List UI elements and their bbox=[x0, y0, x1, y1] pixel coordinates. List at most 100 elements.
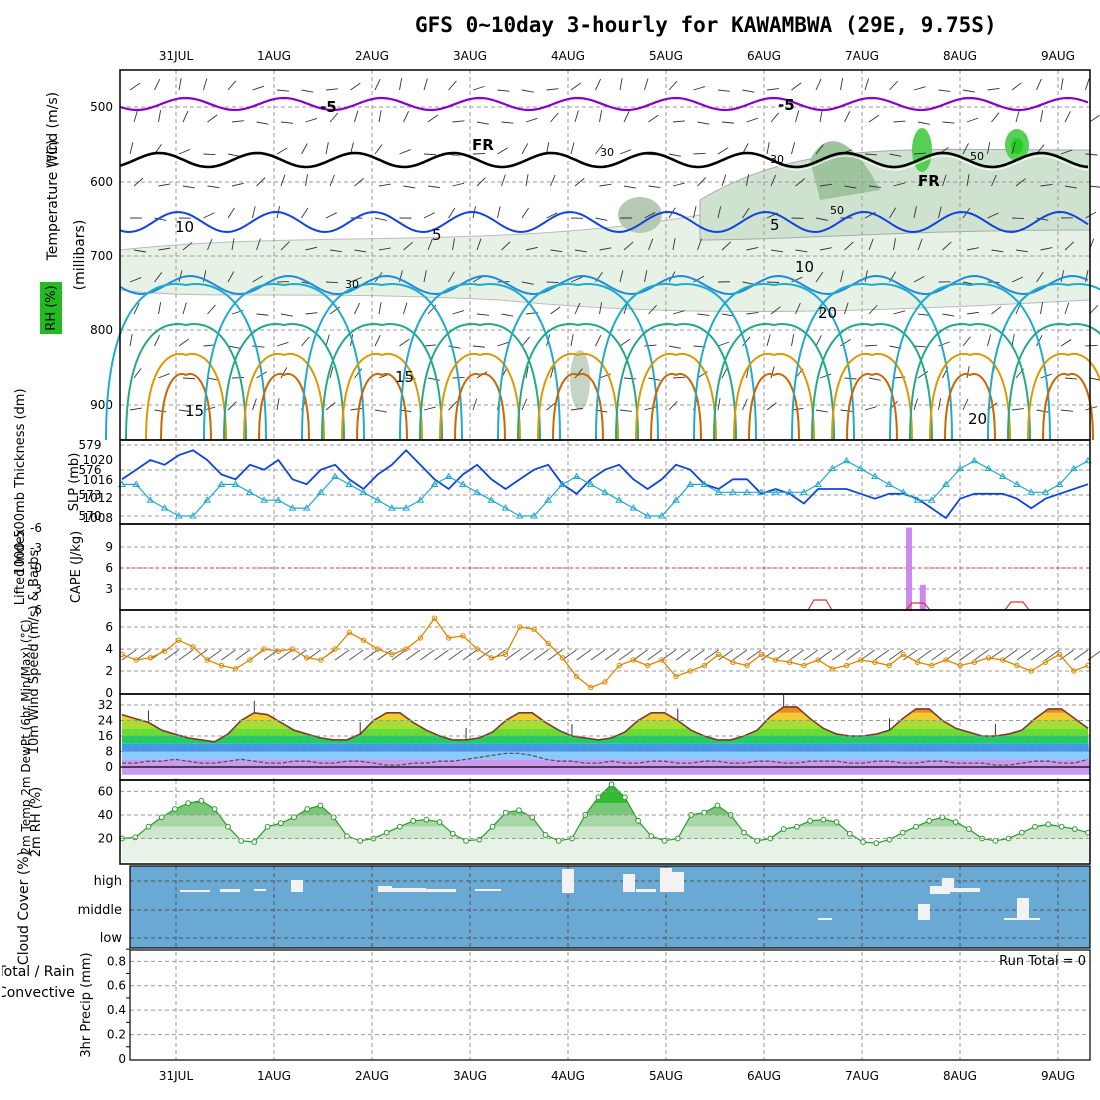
wind-barb-10m bbox=[235, 649, 250, 661]
wind-speed-point bbox=[446, 635, 452, 641]
thickness-point bbox=[913, 496, 922, 503]
thickness-point bbox=[132, 480, 141, 487]
rh-point bbox=[635, 817, 641, 824]
precip-conv-label: Convective bbox=[0, 985, 75, 1001]
wind-speed-point bbox=[1000, 657, 1006, 663]
temp-contour-warm bbox=[595, 283, 757, 441]
wind-barb bbox=[403, 241, 413, 251]
wind-barb bbox=[574, 110, 579, 123]
cloud-bar bbox=[818, 918, 832, 920]
thickness-point bbox=[871, 472, 879, 480]
temp-contour-warm bbox=[1042, 372, 1094, 441]
contour-label: 20 bbox=[818, 304, 837, 322]
wind-barb bbox=[329, 174, 335, 187]
wind-speed-point bbox=[730, 659, 736, 665]
cape-axis-label: CAPE (J/kg) bbox=[69, 531, 84, 603]
wind-barb bbox=[1036, 335, 1043, 347]
rh-point bbox=[820, 816, 827, 823]
wind-speed-point bbox=[488, 655, 495, 661]
wind-barb bbox=[942, 313, 955, 317]
rh-band bbox=[122, 814, 1090, 827]
wind-barb bbox=[595, 217, 608, 221]
contour-label: 30 bbox=[770, 153, 784, 166]
wind-barb bbox=[427, 185, 440, 189]
wind-barb bbox=[697, 238, 703, 251]
wind-barb bbox=[672, 182, 685, 187]
wind-barb bbox=[325, 402, 336, 411]
wind-barb bbox=[329, 306, 340, 315]
wind-barb bbox=[766, 88, 779, 91]
thickness-point bbox=[572, 472, 581, 480]
wind-barb-10m bbox=[462, 649, 478, 661]
date-label-top: 2AUG bbox=[355, 49, 389, 63]
wind-barb bbox=[864, 78, 869, 91]
wind-barb bbox=[962, 398, 969, 411]
wind-barb bbox=[668, 400, 678, 411]
wind-barb bbox=[497, 341, 510, 347]
wind-barb bbox=[1011, 142, 1016, 155]
wind-barb bbox=[742, 207, 750, 219]
rh-point bbox=[238, 837, 244, 844]
wind-speed-point bbox=[786, 659, 793, 665]
date-label-bottom: 3AUG bbox=[453, 1069, 487, 1083]
wind10m-axis-label: 10m Wind Speed (m/s) & Barbs bbox=[27, 549, 42, 754]
wind-speed-point bbox=[886, 662, 892, 669]
wind-barb-10m bbox=[718, 649, 733, 661]
rh-point bbox=[939, 814, 946, 821]
wind-barb bbox=[766, 281, 780, 283]
wind-barb-10m bbox=[164, 649, 179, 661]
rh-point bbox=[198, 797, 205, 804]
wind-barb-10m bbox=[604, 649, 620, 661]
wind-barb bbox=[668, 345, 681, 349]
wind-barb bbox=[1036, 78, 1042, 91]
rh-point bbox=[952, 819, 959, 825]
wind-barb bbox=[844, 185, 857, 189]
wind-barb bbox=[1064, 377, 1077, 380]
rh-point bbox=[317, 802, 324, 809]
wind-barb bbox=[913, 275, 925, 283]
temp-tick: 8 bbox=[105, 745, 113, 759]
thickness-point bbox=[629, 504, 638, 511]
wind-speed-point bbox=[588, 684, 594, 691]
wind-speed-point bbox=[929, 662, 935, 669]
wind-barb-10m bbox=[192, 649, 208, 661]
wind-barb bbox=[1060, 339, 1072, 347]
wind-speed-point bbox=[289, 646, 296, 652]
temp-contour-warm bbox=[105, 283, 267, 441]
rh-point bbox=[873, 840, 880, 847]
wind-speed-point bbox=[715, 651, 722, 658]
wind-barb-10m bbox=[135, 649, 151, 661]
wind-barb bbox=[1036, 409, 1049, 413]
wind-barb bbox=[595, 335, 602, 347]
rh-point bbox=[145, 823, 152, 830]
temp-contour-warm bbox=[1007, 323, 1100, 441]
wind-speed-point bbox=[318, 657, 324, 663]
date-label-top: 7AUG bbox=[845, 49, 879, 63]
wind-barb bbox=[1011, 276, 1024, 283]
wind-barb bbox=[795, 110, 800, 123]
rh-point bbox=[595, 794, 602, 801]
wind-barb bbox=[987, 334, 992, 347]
contour-label: 30 bbox=[345, 278, 359, 291]
rh-legend-swatch bbox=[40, 282, 62, 334]
wind-barb bbox=[795, 249, 808, 253]
wind-barb bbox=[497, 206, 501, 219]
wind-barb bbox=[231, 377, 245, 379]
wind-speed-point bbox=[900, 651, 907, 658]
li-tick: 0 bbox=[34, 561, 42, 575]
wind-barb bbox=[452, 310, 465, 315]
wind-speed-point bbox=[1042, 659, 1049, 665]
wind-barb bbox=[819, 183, 832, 187]
slp-line bbox=[121, 449, 1089, 520]
wind-barb bbox=[158, 302, 162, 315]
rh-point bbox=[396, 823, 403, 830]
contour-label: 30 bbox=[600, 146, 614, 159]
wind-barb bbox=[595, 78, 601, 91]
temp-contour-warm bbox=[321, 323, 443, 441]
precip-tick: 0.2 bbox=[107, 1028, 126, 1042]
rh-point bbox=[357, 837, 364, 844]
wind-barb bbox=[399, 78, 403, 91]
wind-barb bbox=[987, 212, 999, 219]
wind-speed-point bbox=[687, 668, 693, 674]
wind-barb bbox=[721, 367, 728, 379]
